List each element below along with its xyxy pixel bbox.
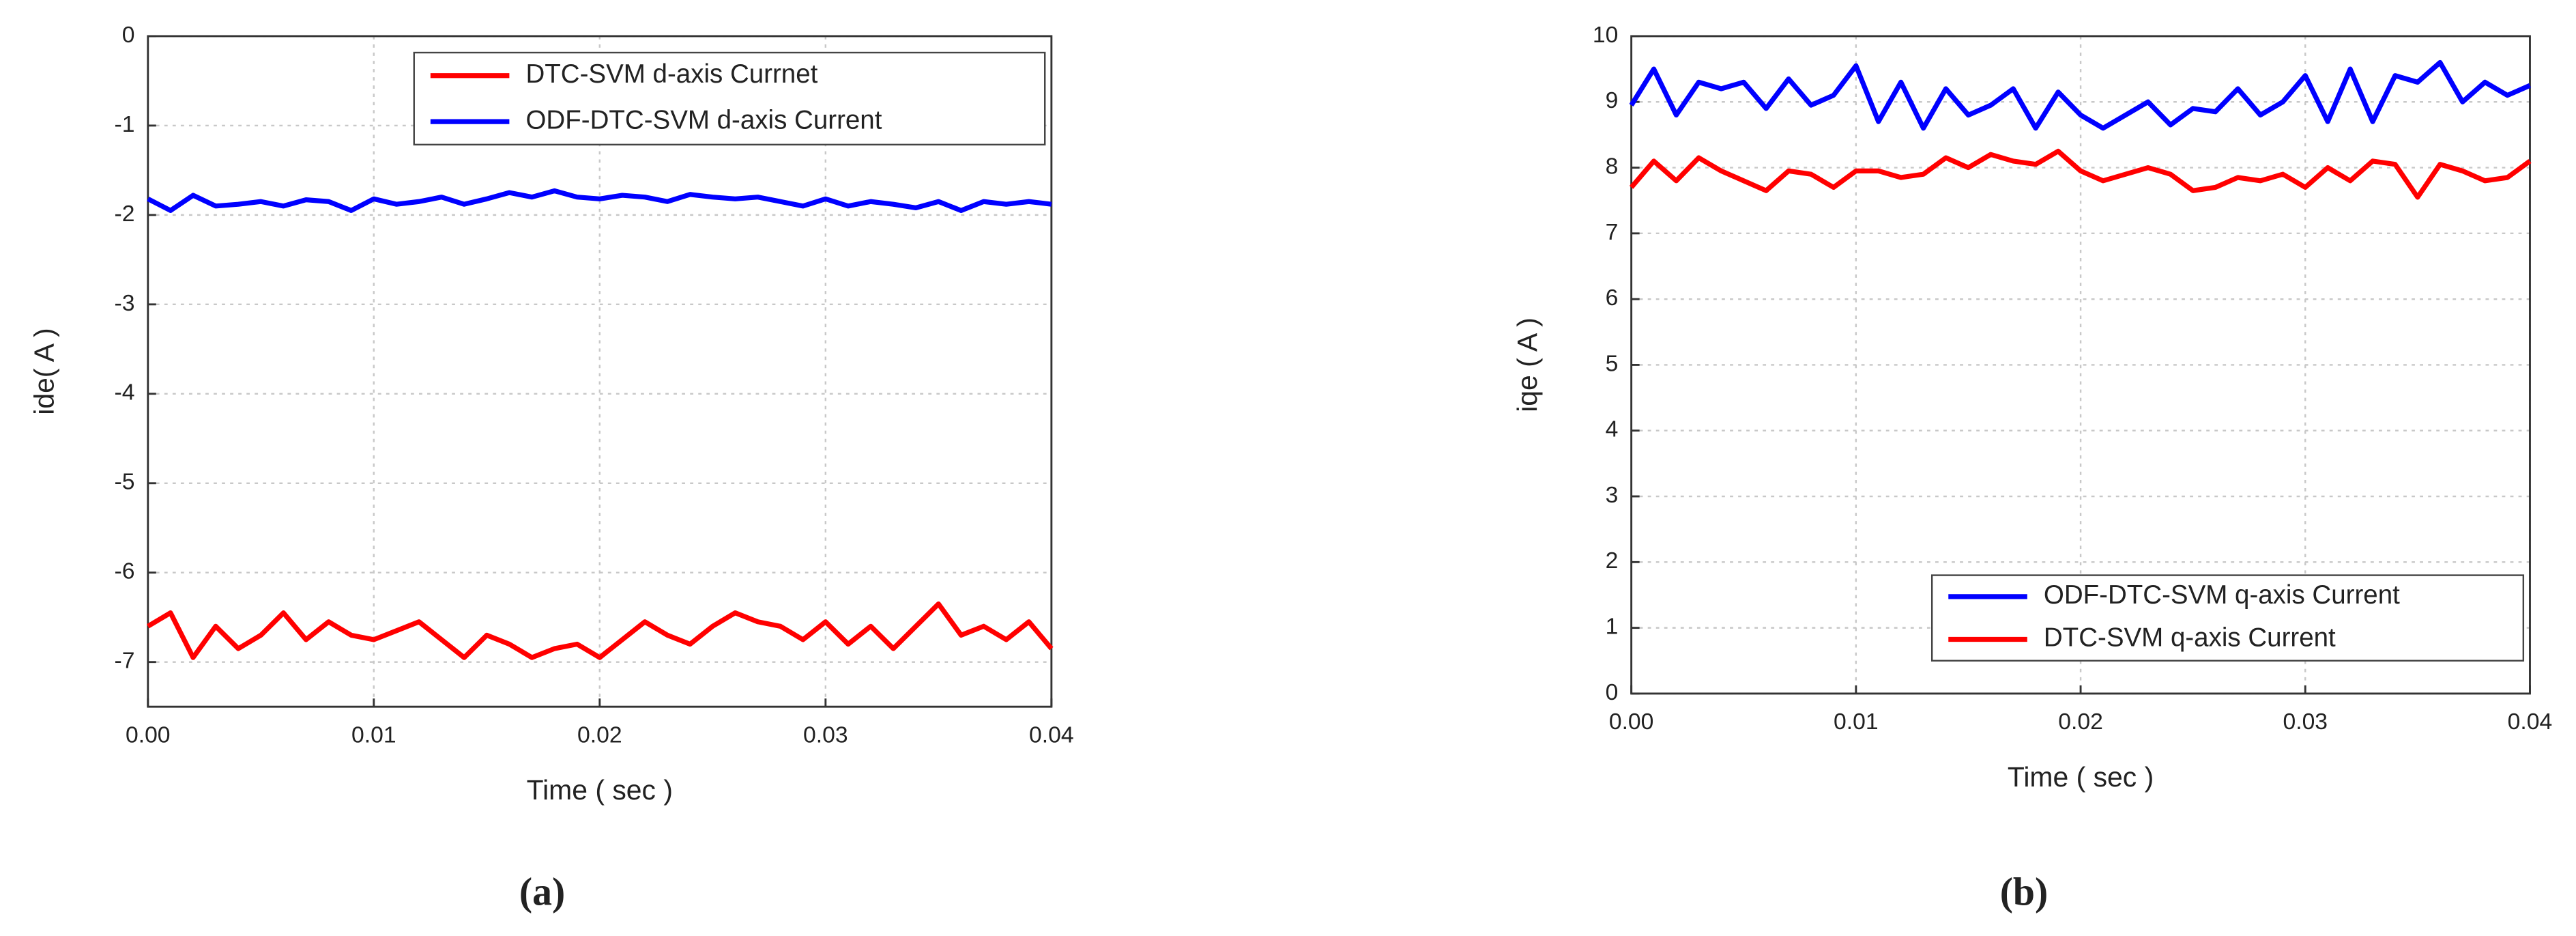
x-tick-label: 0.00 — [126, 722, 171, 748]
series-line — [147, 188, 1052, 213]
y-tick-label: 0 — [1606, 679, 1619, 705]
legend-box — [413, 51, 1046, 146]
y-tick-label: 0 — [122, 22, 135, 48]
legend-label: ODF-DTC-SVM d-axis Current — [525, 105, 882, 134]
y-tick-label: -3 — [115, 290, 135, 316]
x-tick-label: 0.00 — [1609, 709, 1654, 735]
legend-label: DTC-SVM d-axis Currnet — [525, 59, 817, 89]
x-tick-label: 0.01 — [351, 722, 396, 748]
caption: (a) — [519, 870, 565, 913]
y-tick-label: -2 — [115, 201, 135, 227]
legend-box — [1930, 574, 2525, 662]
x-tick-label: 0.04 — [2508, 709, 2553, 735]
y-tick-label: -1 — [115, 111, 135, 137]
y-tick-label: 7 — [1606, 219, 1619, 245]
plot-frame — [1630, 35, 2531, 695]
y-tick-label: 3 — [1606, 482, 1619, 508]
series-line — [1629, 59, 2531, 131]
y-tick-label: 2 — [1606, 548, 1619, 573]
legend-label: ODF-DTC-SVM q-axis Current — [2044, 580, 2400, 610]
x-axis-label: Time ( sec ) — [527, 774, 673, 806]
y-tick-label: 9 — [1606, 87, 1619, 113]
x-tick-label: 0.03 — [2283, 709, 2328, 735]
plot-frame — [147, 35, 1053, 708]
series-line — [1629, 148, 2532, 200]
x-axis-label: Time ( sec ) — [2008, 761, 2154, 793]
x-tick-label: 0.02 — [2058, 709, 2103, 735]
x-tick-label: 0.02 — [577, 722, 622, 748]
y-tick-label: -4 — [115, 380, 135, 406]
y-tick-label: 4 — [1606, 416, 1619, 442]
y-tick-label: 5 — [1606, 350, 1619, 376]
y-tick-label: 1 — [1606, 614, 1619, 640]
x-tick-label: 0.03 — [803, 722, 848, 748]
y-tick-label: -7 — [115, 648, 135, 674]
x-tick-label: 0.04 — [1029, 722, 1074, 748]
y-tick-label: -5 — [115, 469, 135, 495]
series-line — [146, 601, 1054, 660]
legend-label: DTC-SVM q-axis Current — [2044, 623, 2336, 653]
y-tick-label: 6 — [1606, 285, 1619, 311]
y-tick-label: 8 — [1606, 153, 1619, 179]
y-tick-label: -6 — [115, 558, 135, 584]
caption: (b) — [2000, 870, 2049, 913]
x-tick-label: 0.01 — [1834, 709, 1879, 735]
y-axis-label: iqe ( A ) — [1511, 317, 1543, 412]
y-tick-label: 10 — [1593, 22, 1618, 48]
y-axis-label: ide( A ) — [28, 328, 59, 414]
